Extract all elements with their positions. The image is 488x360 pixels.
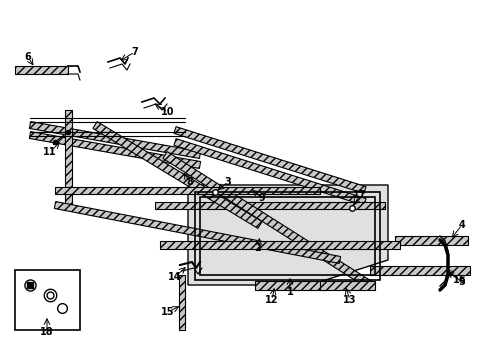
Bar: [195, 192, 379, 280]
Polygon shape: [187, 185, 387, 285]
Polygon shape: [174, 127, 366, 193]
Polygon shape: [319, 280, 374, 289]
Polygon shape: [93, 122, 262, 229]
Text: 16: 16: [452, 275, 466, 285]
Text: 5: 5: [458, 277, 465, 287]
Polygon shape: [179, 275, 184, 330]
Text: 14: 14: [168, 272, 182, 282]
Polygon shape: [369, 266, 469, 275]
Polygon shape: [29, 122, 200, 158]
Text: 2: 2: [254, 243, 261, 253]
Text: 10: 10: [161, 107, 174, 117]
Text: 1: 1: [286, 287, 293, 297]
Polygon shape: [160, 241, 399, 249]
Polygon shape: [394, 235, 467, 244]
Polygon shape: [15, 66, 68, 74]
Polygon shape: [174, 139, 366, 205]
Polygon shape: [254, 280, 325, 289]
Polygon shape: [29, 131, 200, 168]
Text: 13: 13: [343, 295, 356, 305]
Text: 15: 15: [161, 307, 174, 317]
Text: 12: 12: [264, 295, 278, 305]
Polygon shape: [64, 110, 71, 205]
Text: 6: 6: [24, 52, 31, 62]
Polygon shape: [55, 186, 319, 194]
Polygon shape: [54, 202, 340, 264]
Text: 17: 17: [352, 190, 366, 200]
Text: 18: 18: [40, 327, 54, 337]
Text: 8: 8: [186, 177, 193, 187]
Text: 3: 3: [224, 177, 231, 187]
Text: 4: 4: [458, 220, 465, 230]
Text: 7: 7: [131, 47, 138, 57]
Polygon shape: [155, 202, 384, 208]
Text: 11: 11: [43, 147, 57, 157]
Bar: [15, 270, 80, 330]
Text: 9: 9: [258, 193, 265, 203]
Polygon shape: [163, 152, 371, 288]
Bar: [200, 197, 374, 275]
